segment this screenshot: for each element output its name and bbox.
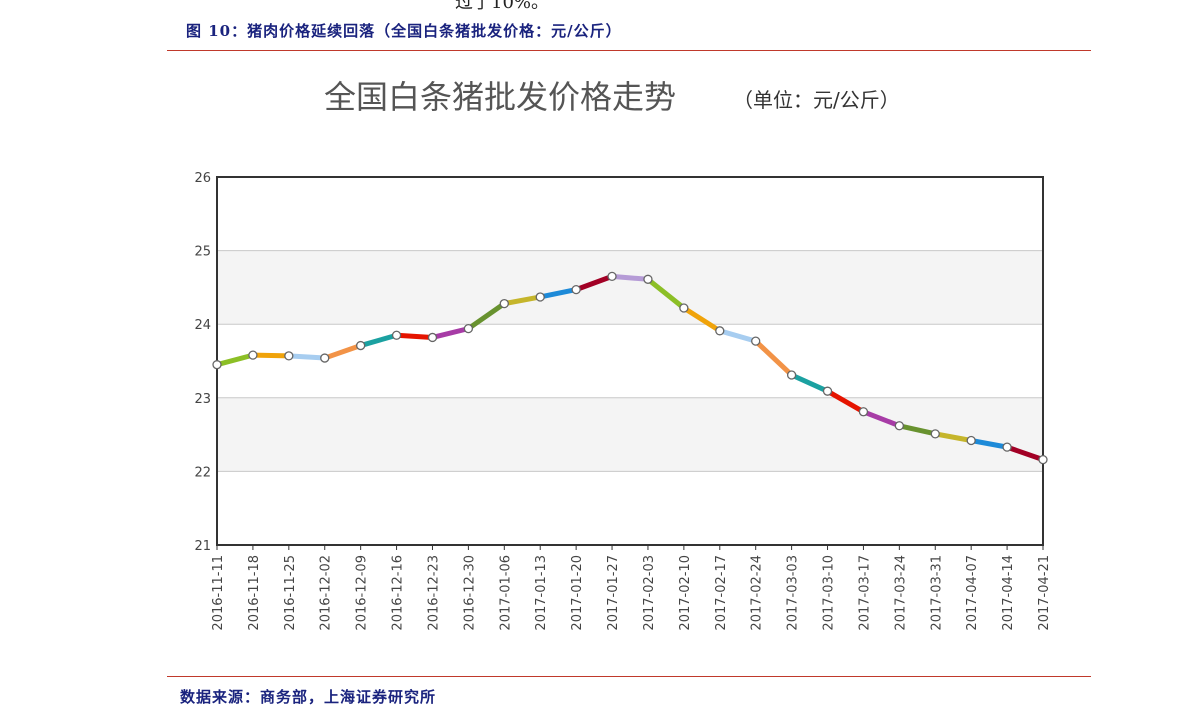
x-tick-label: 2017-01-06 — [498, 555, 513, 631]
y-tick-label: 21 — [194, 539, 211, 554]
series-line — [214, 273, 1046, 463]
x-tick-label: 2016-12-16 — [391, 555, 406, 631]
data-point — [463, 323, 474, 334]
data-point — [679, 303, 689, 313]
line-segment — [286, 353, 328, 361]
data-point — [715, 326, 725, 336]
x-tick-label: 2017-02-10 — [678, 555, 693, 631]
data-point — [391, 330, 402, 340]
line-segment — [322, 343, 364, 361]
x-tick-label: 2016-12-02 — [319, 555, 334, 631]
x-tick-label: 2016-12-30 — [462, 555, 477, 631]
x-tick-label: 2017-03-31 — [929, 555, 944, 631]
x-tick-label: 2016-12-23 — [426, 555, 441, 631]
line-segment — [429, 326, 471, 340]
data-point — [643, 274, 653, 284]
plot-background-bands — [217, 177, 1043, 545]
x-tick-label: 2017-01-13 — [534, 555, 549, 631]
line-segment — [717, 328, 759, 344]
line-segment — [860, 409, 902, 429]
x-tick-label: 2017-02-03 — [642, 555, 657, 631]
line-segment — [896, 423, 938, 437]
x-tick-label: 2017-03-10 — [822, 555, 837, 631]
data-point — [571, 284, 581, 295]
data-point — [822, 386, 833, 396]
line-segment — [681, 305, 723, 334]
line-segment — [645, 276, 687, 311]
data-source-note: 数据来源：商务部，上海证券研究所 — [180, 688, 437, 706]
data-point — [930, 429, 940, 439]
y-tick-label: 22 — [194, 465, 211, 480]
x-tick-label: 2017-04-14 — [1001, 555, 1016, 631]
data-point — [248, 350, 258, 360]
data-point — [786, 370, 797, 380]
line-segment — [789, 372, 831, 394]
plot-band — [217, 324, 1043, 398]
y-axis: 21 22 23 24 25 26 — [194, 171, 211, 554]
x-tick-label: 2017-01-27 — [606, 555, 621, 631]
x-tick-label: 2017-03-03 — [786, 555, 801, 631]
caption-divider — [167, 50, 1091, 51]
chart-subtitle: （单位：元/公斤） — [733, 88, 900, 112]
gridlines — [217, 250, 1043, 472]
data-point — [858, 407, 869, 417]
data-point — [284, 351, 294, 361]
data-point — [356, 340, 366, 351]
x-tick-label: 2017-02-17 — [714, 555, 729, 631]
x-tick-label: 2017-02-24 — [750, 555, 765, 631]
plot-band — [217, 177, 1043, 251]
data-point — [1038, 454, 1048, 465]
line-segment — [250, 352, 292, 359]
data-point — [212, 360, 222, 370]
figure-caption: 图 10：猪肉价格延续回落（全国白条猪批发价格：元/公斤） — [186, 22, 622, 40]
source-divider — [167, 676, 1091, 677]
data-point — [320, 353, 330, 363]
line-segment — [609, 273, 651, 282]
x-tick-label: 2017-04-07 — [965, 555, 980, 631]
x-tick-label: 2017-01-20 — [570, 555, 585, 631]
line-segment — [465, 301, 507, 332]
x-tick-label: 2016-12-09 — [355, 555, 370, 631]
x-tick-label: 2016-11-25 — [283, 555, 298, 631]
plot-band — [217, 471, 1043, 545]
line-segment — [1004, 444, 1046, 463]
line-segment — [394, 332, 435, 340]
x-tick-label: 2017-04-21 — [1037, 555, 1052, 631]
data-point — [1002, 442, 1012, 452]
line-segment — [968, 437, 1010, 450]
x-tick-label: 2016-11-11 — [211, 555, 226, 631]
line-segment — [358, 332, 400, 349]
line-segment — [214, 352, 256, 368]
data-point — [894, 421, 904, 431]
line-segment — [501, 294, 543, 307]
line-segment — [825, 388, 866, 415]
line-segment — [753, 338, 795, 378]
data-point — [607, 271, 617, 282]
line-segment — [537, 287, 579, 300]
plot-band — [217, 397, 1043, 472]
data-point — [751, 336, 761, 346]
chart-title: 全国白条猪批发价格走势 — [324, 78, 676, 116]
data-point — [427, 332, 438, 343]
y-tick-label: 23 — [194, 392, 211, 407]
data-point — [966, 435, 976, 446]
line-segment — [573, 273, 615, 293]
x-tick-label: 2017-03-17 — [857, 555, 872, 631]
y-tick-label: 25 — [194, 245, 211, 260]
data-point — [535, 292, 545, 302]
x-tick-label: 2017-03-24 — [893, 555, 908, 631]
top-text-fragment: 过了10%。 — [455, 0, 550, 13]
plot-band — [217, 250, 1043, 325]
y-tick-label: 26 — [194, 171, 211, 186]
x-tick-label: 2016-11-18 — [247, 555, 262, 631]
x-axis: 2016-11-11 2016-11-18 2016-11-25 2016-12-02… — [211, 545, 1052, 631]
line-segment — [932, 431, 974, 443]
y-tick-label: 24 — [194, 318, 211, 333]
series-points — [212, 271, 1048, 465]
data-point — [499, 298, 509, 309]
